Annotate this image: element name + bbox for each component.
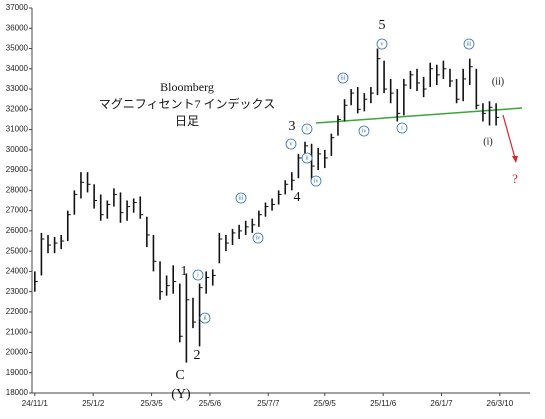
chart-title: マグニフィセント7 インデックス: [99, 96, 275, 111]
wave-circle: [301, 123, 313, 135]
wave-circle: [235, 192, 247, 204]
wave-label: 5: [379, 18, 386, 33]
wave-circle: [396, 122, 408, 134]
wave-label: (ii): [492, 76, 504, 87]
y-tick-label: 31000: [6, 125, 29, 134]
wave-label: iii: [238, 195, 243, 201]
y-tick-label: 36000: [6, 23, 29, 32]
y-tick-label: 21000: [6, 327, 29, 336]
y-tick-label: 20000: [6, 348, 29, 357]
wave-label: 1: [181, 264, 188, 279]
y-tick-label: 26000: [6, 226, 29, 235]
y-tick-label: 24000: [6, 267, 29, 276]
y-tick-label: 18000: [6, 388, 29, 397]
wave-label: iii: [340, 75, 345, 81]
wave-circle: [192, 269, 204, 281]
y-tick-label: 33000: [6, 84, 29, 93]
wave-label: 4: [294, 190, 301, 205]
forecast-arrow: [502, 114, 516, 159]
wave-label: ii: [203, 315, 207, 321]
wave-circle: [310, 175, 322, 187]
wave-circle: [463, 38, 475, 50]
wave-label: 3: [289, 119, 296, 134]
y-tick-label: 25000: [6, 246, 29, 255]
wave-circle: [337, 72, 349, 84]
y-tick-label: 23000: [6, 287, 29, 296]
wave-circle: [358, 125, 370, 137]
wave-circle: [252, 232, 264, 244]
y-tick-label: 19000: [6, 368, 29, 377]
wave-label: C: [175, 368, 184, 383]
wave-label: 2: [194, 348, 201, 363]
wave-label: ?: [512, 171, 518, 186]
wave-circle: [376, 38, 388, 50]
y-tick-label: 22000: [6, 307, 29, 316]
wave-label: i: [197, 272, 199, 278]
y-tick-label: 35000: [6, 44, 29, 53]
arrow-head: [512, 156, 518, 163]
wave-label: iv: [362, 128, 367, 134]
x-tick-label: 26/3/10: [487, 399, 514, 408]
x-tick-label: 25/1/2: [82, 399, 105, 408]
wave-label: i: [306, 126, 308, 132]
wave-label: v: [290, 141, 293, 147]
y-tick-label: 29000: [6, 165, 29, 174]
wave-label: (i): [483, 136, 492, 147]
x-tick-label: 24/11/1: [22, 399, 49, 408]
x-tick-label: 25/3/5: [140, 399, 163, 408]
chart-title: 日足: [175, 114, 199, 128]
y-tick-label: 30000: [6, 145, 29, 154]
wave-label: iv: [256, 235, 261, 241]
x-tick-label: 25/9/5: [314, 399, 337, 408]
x-tick-label: 25/5/6: [199, 399, 222, 408]
y-tick-label: 32000: [6, 104, 29, 113]
wave-label: (Y): [171, 387, 191, 402]
x-tick-label: 25/11/6: [370, 399, 397, 408]
wave-label: i: [401, 125, 403, 131]
y-tick-label: 34000: [6, 64, 29, 73]
chart-title: Bloomberg: [160, 80, 214, 94]
x-tick-label: 25/7/7: [257, 399, 280, 408]
wave-circle: [301, 152, 313, 164]
trend-line: [315, 107, 523, 124]
wave-label: iii: [466, 41, 471, 47]
wave-label: iv: [314, 178, 319, 184]
wave-circle: [285, 138, 297, 150]
y-tick-label: 28000: [6, 185, 29, 194]
y-tick-label: 37000: [6, 3, 29, 12]
wave-circle: [199, 312, 211, 324]
wave-label: v: [381, 41, 384, 47]
x-tick-label: 26/1/7: [430, 399, 453, 408]
wave-label: ii: [305, 155, 309, 161]
y-tick-label: 27000: [6, 206, 29, 215]
